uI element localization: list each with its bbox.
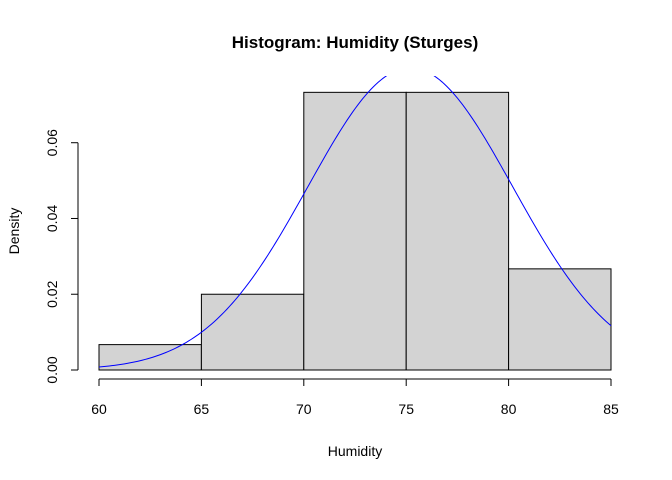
y-axis: 0.00 0.02 0.04 0.06 <box>44 129 79 384</box>
histogram-bar-1 <box>98 344 202 371</box>
x-axis: 60 65 70 75 80 85 <box>91 378 619 417</box>
histogram-bar-5 <box>508 268 612 371</box>
y-tick-label: 0.00 <box>44 356 60 383</box>
x-tick-label: 60 <box>91 401 107 417</box>
x-tick-label: 80 <box>501 401 517 417</box>
x-tick-label: 65 <box>194 401 210 417</box>
y-tick-label: 0.06 <box>44 129 60 156</box>
y-tick-label: 0.02 <box>44 280 60 307</box>
y-tick-label: 0.04 <box>44 205 60 232</box>
density-curve <box>98 76 612 368</box>
x-axis-label: Humidity <box>328 443 382 459</box>
chart-title: Histogram: Humidity (Sturges) <box>232 33 479 52</box>
histogram-bar-4 <box>405 91 510 371</box>
x-tick-label: 70 <box>296 401 312 417</box>
density-curve-layer <box>98 76 612 368</box>
x-tick-label: 85 <box>603 401 619 417</box>
y-axis-label: Density <box>6 208 22 255</box>
x-tick-label: 75 <box>398 401 414 417</box>
bars-group <box>98 91 612 371</box>
histogram-bar-2 <box>200 293 305 371</box>
histogram-bar-3 <box>303 91 407 371</box>
